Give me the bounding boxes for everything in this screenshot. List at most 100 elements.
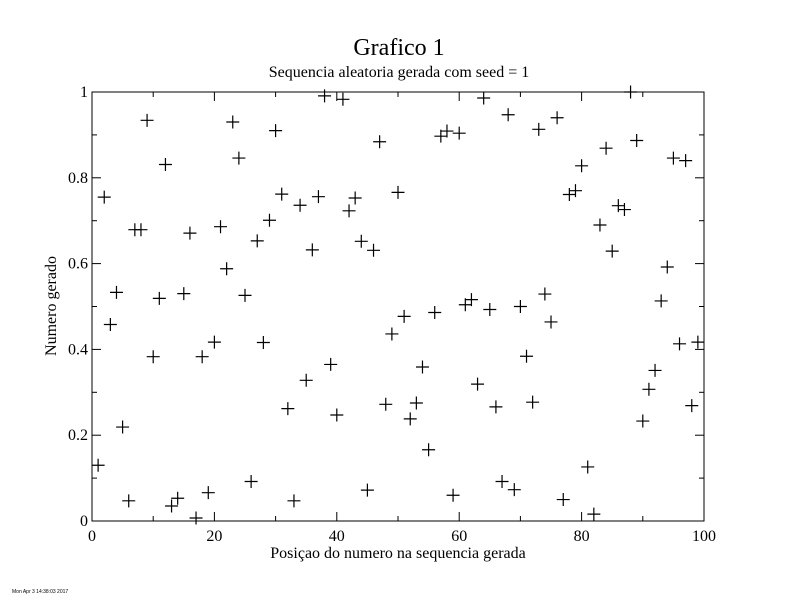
data-point: [158, 158, 172, 172]
x-tick-label: 40: [329, 528, 345, 545]
y-tick-label: 0.8: [68, 170, 88, 187]
data-point: [673, 337, 687, 351]
x-tick-label: 60: [451, 528, 467, 545]
data-point: [103, 318, 117, 332]
data-point: [458, 298, 472, 312]
data-point: [177, 287, 191, 301]
data-point: [532, 122, 546, 136]
data-point: [122, 494, 136, 508]
data-points: [91, 85, 705, 525]
x-tick-label: 80: [574, 528, 590, 545]
data-point: [311, 190, 325, 204]
data-point: [440, 124, 454, 138]
data-point: [471, 377, 485, 391]
data-point: [489, 400, 503, 414]
data-point: [679, 154, 693, 168]
data-point: [575, 159, 589, 173]
data-point: [654, 294, 668, 308]
data-point: [617, 203, 631, 217]
data-point: [342, 204, 356, 218]
data-point: [226, 115, 240, 129]
data-point: [232, 151, 246, 165]
data-point: [269, 124, 283, 138]
data-point: [666, 151, 680, 165]
data-point: [116, 420, 130, 434]
data-point: [97, 190, 111, 204]
data-point: [275, 187, 289, 201]
data-point: [415, 360, 429, 374]
data-point: [207, 335, 221, 349]
data-point: [152, 291, 166, 305]
data-point: [624, 85, 638, 99]
data-point: [550, 111, 564, 125]
data-point: [336, 92, 350, 106]
x-axis-label: Posiçao do numero na sequencia gerada: [270, 545, 525, 562]
data-point: [446, 488, 460, 502]
data-point: [520, 349, 534, 363]
data-point: [691, 335, 705, 349]
data-point: [140, 113, 154, 127]
data-point: [262, 213, 276, 227]
data-point: [385, 327, 399, 341]
data-point: [244, 475, 258, 489]
data-point: [183, 226, 197, 240]
data-point: [354, 234, 368, 248]
data-point: [587, 507, 601, 521]
data-point: [348, 191, 362, 205]
data-point: [189, 511, 203, 525]
data-point: [171, 491, 185, 505]
y-tick-label: 0.4: [68, 341, 88, 358]
data-point: [538, 287, 552, 301]
data-point: [318, 89, 332, 103]
data-point: [605, 244, 619, 258]
y-tick-label: 1: [80, 84, 88, 101]
data-point: [483, 303, 497, 317]
data-point: [220, 262, 234, 276]
data-point: [544, 315, 558, 329]
data-point: [281, 402, 295, 416]
data-point: [109, 285, 123, 299]
data-point: [146, 350, 160, 364]
data-point: [409, 396, 423, 410]
data-point: [477, 91, 491, 105]
data-point: [452, 126, 466, 140]
data-point: [599, 141, 613, 155]
data-point: [201, 486, 215, 500]
axis-ticks: [91, 91, 705, 522]
data-point: [611, 199, 625, 213]
y-axis-label: Numero gerado: [43, 256, 60, 356]
data-point: [330, 408, 344, 422]
data-point: [630, 133, 644, 147]
data-point: [581, 460, 595, 474]
axis-tick-labels: 0 20 40 60 80 100 0 0.2 0.4 0.6 0.8 1: [68, 84, 716, 545]
x-tick-label: 20: [206, 528, 222, 545]
y-tick-label: 0.2: [68, 427, 88, 444]
data-point: [526, 395, 540, 409]
data-point: [373, 135, 387, 149]
data-point: [428, 306, 442, 320]
data-point: [660, 260, 674, 274]
data-point: [562, 188, 576, 202]
data-point: [422, 443, 436, 457]
data-point: [305, 243, 319, 257]
timestamp-label: Mon Apr 3 14:38:03 2017: [12, 589, 69, 595]
data-point: [360, 483, 374, 497]
x-tick-label: 0: [88, 528, 96, 545]
data-point: [636, 414, 650, 428]
chart-title: Grafico 1: [353, 35, 444, 61]
data-point: [568, 184, 582, 198]
data-point: [642, 382, 656, 396]
data-point: [256, 336, 270, 350]
data-point: [464, 293, 478, 307]
data-point: [501, 108, 515, 122]
plot-frame: [91, 91, 705, 522]
data-point: [299, 373, 313, 387]
x-tick-label: 100: [692, 528, 716, 545]
data-point: [287, 494, 301, 508]
data-point: [250, 234, 264, 248]
y-tick-label: 0.6: [68, 256, 88, 273]
data-point: [648, 363, 662, 377]
data-point: [513, 300, 527, 313]
data-point: [397, 309, 411, 323]
data-point: [238, 288, 252, 302]
